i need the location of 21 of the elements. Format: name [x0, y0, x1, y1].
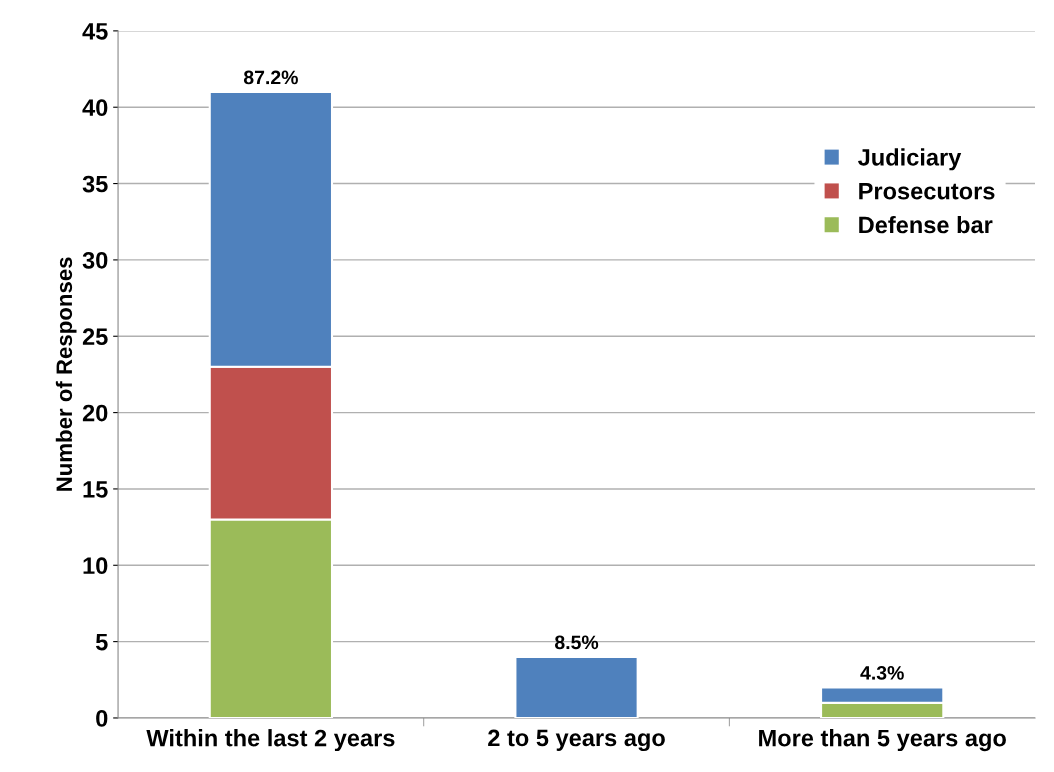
x-tick-label: 2 to 5 years ago [488, 729, 665, 752]
legend-label: Judiciary [858, 148, 962, 171]
legend-label: Prosecutors [859, 183, 995, 200]
annotation: 8.5% [555, 635, 599, 650]
x-tick-label: Within the last 2 years [146, 729, 395, 752]
annotation: 87.2% [243, 70, 298, 85]
y-tick-label: 40 [82, 99, 108, 117]
x-tick-label: More than 5 years ago [759, 729, 1006, 752]
y-tick-label: 35 [82, 175, 108, 193]
y-tick-label: 15 [83, 481, 108, 498]
y-tick-label: 20 [82, 404, 108, 422]
bar [514, 655, 639, 718]
legend-label: Defense bar [859, 215, 993, 234]
y-tick-label: 45 [82, 23, 108, 40]
y-tick-label: 10 [83, 557, 108, 575]
y-tick-label: 5 [95, 633, 108, 651]
y-tick-label: 0 [96, 710, 108, 727]
annotation: 4.3% [860, 665, 904, 680]
y-axis-title: Number of Responses [55, 257, 77, 491]
y-tick-label: 25 [82, 328, 108, 346]
y-tick-label: 30 [82, 251, 108, 269]
